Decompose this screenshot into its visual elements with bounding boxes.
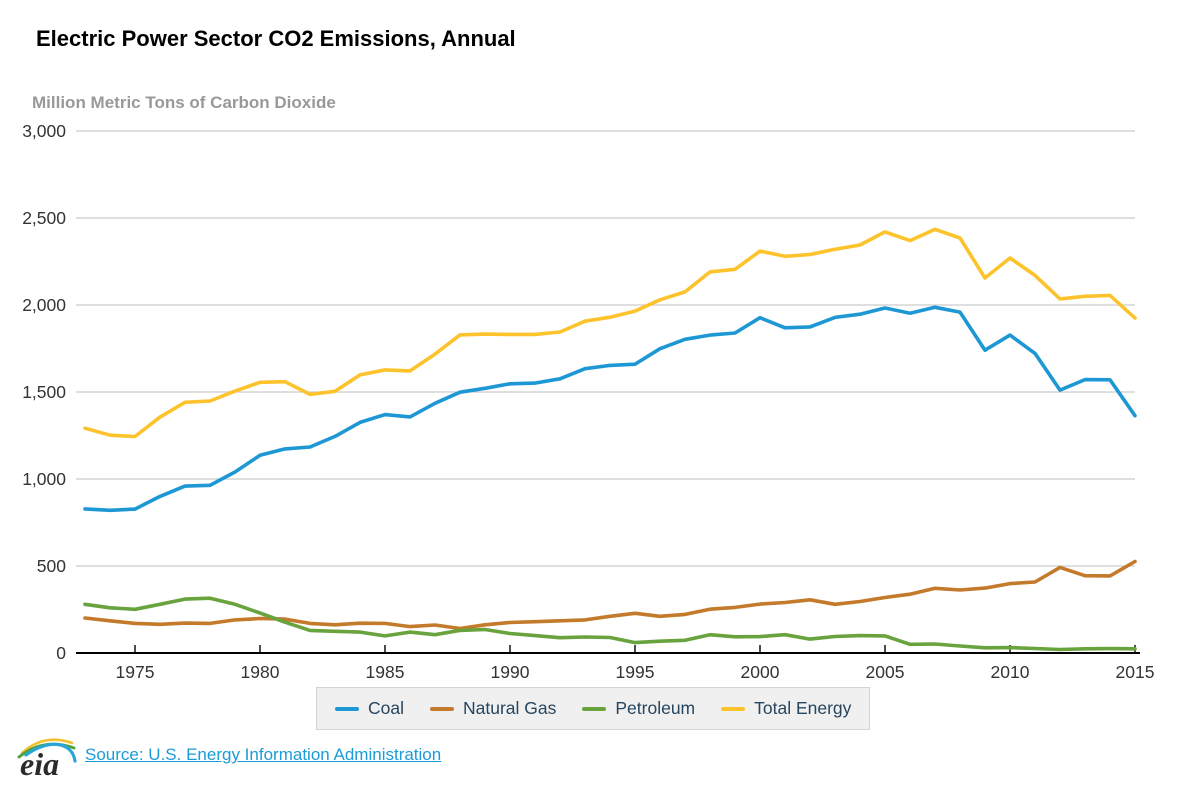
petroleum-legend-swatch <box>582 706 607 711</box>
total-energy-legend-label: Total Energy <box>754 698 852 718</box>
x-tick-label: 2005 <box>866 662 905 682</box>
chart-title: Electric Power Sector CO2 Emissions, Ann… <box>36 26 516 51</box>
coal-legend-label: Coal <box>368 698 404 718</box>
x-tick-label: 1975 <box>116 662 155 682</box>
y-tick-label: 500 <box>37 556 66 576</box>
line-chart: 0 500 1,000 1,500 2,000 2,500 3,000 1975 1980 198… <box>22 121 1155 682</box>
chart-legend: Coal Natural Gas Petroleum Total Energy <box>316 687 871 730</box>
y-tick-label: 2,500 <box>22 208 66 228</box>
natural-gas-line <box>83 559 1137 631</box>
x-tick-label: 1985 <box>366 662 405 682</box>
y-tick-label: 2,000 <box>22 295 66 315</box>
eia-logo[interactable]: eia <box>14 731 84 783</box>
total-energy-legend-swatch <box>721 706 746 711</box>
x-tick-label: 2015 <box>1116 662 1155 682</box>
eia-logo-text: eia <box>20 746 59 782</box>
x-tick-label: 1990 <box>491 662 530 682</box>
y-tick-label: 1,000 <box>22 469 66 489</box>
eia-logo-yellow-swoosh <box>20 738 74 755</box>
x-tick-label: 2010 <box>991 662 1030 682</box>
y-tick-label: 3,000 <box>22 121 66 141</box>
total-energy-line <box>83 227 1137 439</box>
x-tick-label: 1995 <box>616 662 655 682</box>
legend-item-total-energy[interactable]: Total Energy <box>721 698 851 719</box>
legend-item-natural-gas[interactable]: Natural Gas <box>430 698 556 719</box>
y-tick-label: 1,500 <box>22 382 66 402</box>
x-tick-label: 2000 <box>741 662 780 682</box>
eia-logo-blue-swoosh <box>24 742 77 763</box>
petroleum-line <box>83 596 1137 652</box>
x-tick-label: 1980 <box>241 662 280 682</box>
coal-legend-swatch <box>335 706 359 711</box>
chart-subtitle: Million Metric Tons of Carbon Dioxide <box>32 93 336 112</box>
source-link[interactable]: Source: U.S. Energy Information Administ… <box>85 745 442 764</box>
coal-line <box>83 305 1137 513</box>
petroleum-legend-label: Petroleum <box>615 698 696 718</box>
legend-item-petroleum[interactable]: Petroleum <box>582 698 695 719</box>
natural-gas-legend-swatch <box>430 706 454 711</box>
natural-gas-legend-label: Natural Gas <box>463 698 557 718</box>
legend-item-coal[interactable]: Coal <box>335 698 404 719</box>
y-tick-label: 0 <box>56 643 66 663</box>
